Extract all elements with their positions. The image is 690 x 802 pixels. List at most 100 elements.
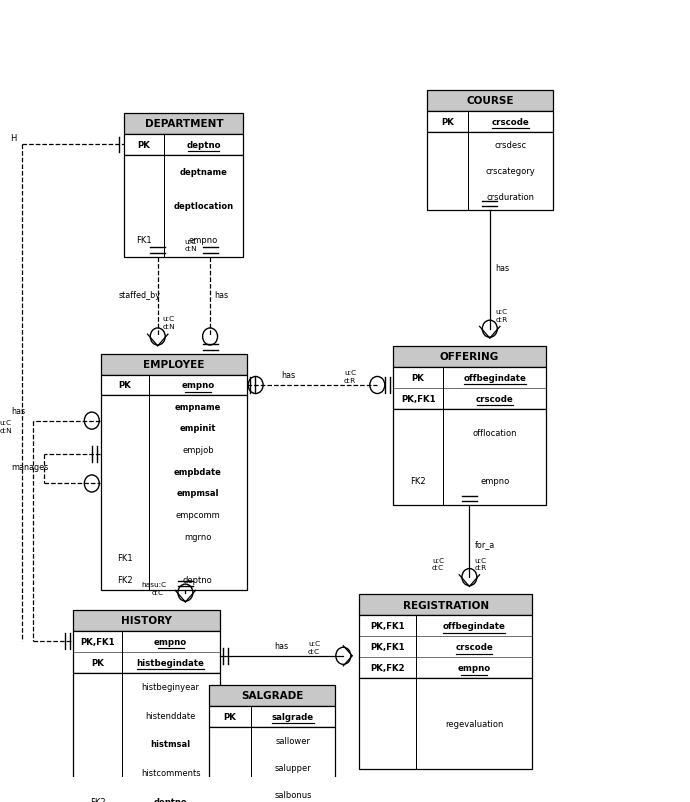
Bar	[209, 706, 335, 727]
Text: crscategory: crscategory	[486, 167, 535, 176]
Text: empmsal: empmsal	[177, 488, 219, 498]
Bar	[393, 409, 546, 505]
Text: crsduration: crsduration	[486, 193, 535, 202]
Text: PK,FK1: PK,FK1	[371, 642, 405, 651]
Text: histbeginyear: histbeginyear	[141, 683, 199, 691]
Text: H: H	[10, 134, 17, 144]
Bar	[427, 132, 553, 211]
Text: REGISTRATION: REGISTRATION	[402, 600, 489, 610]
Text: SALGRADE: SALGRADE	[241, 691, 304, 701]
Text: empjob: empjob	[182, 446, 214, 455]
Text: PK,FK1: PK,FK1	[371, 622, 405, 630]
Text: FK2: FK2	[90, 796, 106, 802]
Text: salbonus: salbonus	[274, 790, 312, 799]
Text: DEPARTMENT: DEPARTMENT	[145, 119, 224, 129]
Bar	[101, 354, 247, 375]
Text: salupper: salupper	[275, 763, 311, 772]
Text: has: has	[495, 264, 509, 273]
Text: histbegindate: histbegindate	[137, 658, 204, 666]
Text: has: has	[274, 642, 288, 650]
Bar	[124, 135, 244, 156]
Text: has: has	[214, 291, 228, 300]
Bar	[101, 375, 247, 396]
Text: PK: PK	[91, 658, 104, 666]
Text: u:C: u:C	[308, 640, 320, 646]
Text: offbegindate: offbegindate	[463, 373, 526, 383]
Bar	[359, 594, 532, 615]
Bar	[359, 615, 532, 678]
Bar	[73, 631, 219, 673]
Text: has: has	[281, 371, 295, 380]
Text: FK1: FK1	[117, 553, 132, 563]
Text: sallower: sallower	[275, 736, 310, 745]
Text: empname: empname	[175, 403, 221, 411]
Text: FK2: FK2	[117, 575, 132, 584]
Text: d:N: d:N	[0, 427, 12, 434]
Text: deptlocation: deptlocation	[173, 202, 234, 211]
Bar	[101, 396, 247, 590]
Text: regevaluation: regevaluation	[445, 719, 504, 728]
Text: d:C: d:C	[308, 648, 320, 654]
Text: COURSE: COURSE	[466, 96, 513, 106]
Text: d:R: d:R	[495, 317, 507, 322]
Text: histenddate: histenddate	[146, 711, 196, 720]
Text: histmsal: histmsal	[150, 739, 190, 748]
Text: empno: empno	[181, 381, 215, 390]
Text: d:C: d:C	[151, 589, 164, 595]
Text: PK,FK2: PK,FK2	[371, 663, 405, 672]
Text: crscode: crscode	[492, 117, 529, 127]
Bar	[427, 111, 553, 132]
Text: deptno: deptno	[186, 140, 221, 150]
Text: has: has	[12, 407, 26, 415]
Bar	[124, 114, 244, 135]
Text: FK2: FK2	[411, 476, 426, 486]
Text: empno: empno	[154, 637, 187, 646]
Text: deptname: deptname	[179, 168, 228, 177]
Text: empno: empno	[189, 236, 218, 245]
Text: staffed_by: staffed_by	[118, 291, 160, 300]
Bar	[393, 367, 546, 409]
Text: d:R: d:R	[344, 378, 356, 383]
Bar	[209, 727, 335, 802]
Text: deptno: deptno	[183, 575, 213, 584]
Text: crsdesc: crsdesc	[495, 141, 526, 150]
Text: PK,FK1: PK,FK1	[401, 395, 435, 403]
Text: hasu:C: hasu:C	[141, 581, 166, 587]
Text: PK: PK	[118, 381, 131, 390]
Text: PK: PK	[441, 117, 454, 127]
Text: empno: empno	[480, 476, 509, 486]
Text: d:R: d:R	[475, 565, 487, 570]
Text: u:C: u:C	[0, 420, 12, 426]
Text: offbegindate: offbegindate	[443, 622, 506, 630]
Text: PK: PK	[137, 140, 150, 150]
Text: offlocation: offlocation	[473, 429, 517, 438]
Bar	[427, 91, 553, 111]
Text: histcomments: histcomments	[141, 768, 201, 777]
Text: empno: empno	[457, 663, 491, 672]
Text: PK: PK	[224, 712, 237, 721]
Text: HISTORY: HISTORY	[121, 615, 172, 626]
Text: salgrade: salgrade	[272, 712, 314, 721]
Text: for_a: for_a	[475, 539, 495, 548]
Text: u:C: u:C	[184, 238, 197, 245]
Text: d:N: d:N	[184, 246, 197, 252]
Text: empbdate: empbdate	[174, 467, 221, 476]
Text: u:C: u:C	[163, 316, 175, 322]
Text: u:C: u:C	[495, 309, 507, 315]
Bar	[73, 673, 219, 802]
Text: mgrno: mgrno	[184, 532, 212, 541]
Text: u:C: u:C	[475, 557, 487, 563]
Text: OFFERING: OFFERING	[440, 352, 499, 362]
Text: PK: PK	[412, 373, 424, 383]
Text: empinit: empinit	[179, 424, 216, 433]
Text: deptno: deptno	[154, 796, 188, 802]
Text: d:N: d:N	[163, 323, 175, 330]
Text: PK,FK1: PK,FK1	[80, 637, 115, 646]
Text: crscode: crscode	[455, 642, 493, 651]
Text: d:C: d:C	[432, 565, 444, 570]
Bar	[359, 678, 532, 769]
Text: u:C: u:C	[432, 557, 444, 563]
Text: u:C: u:C	[344, 370, 356, 375]
Bar	[209, 685, 335, 706]
Bar	[393, 346, 546, 367]
